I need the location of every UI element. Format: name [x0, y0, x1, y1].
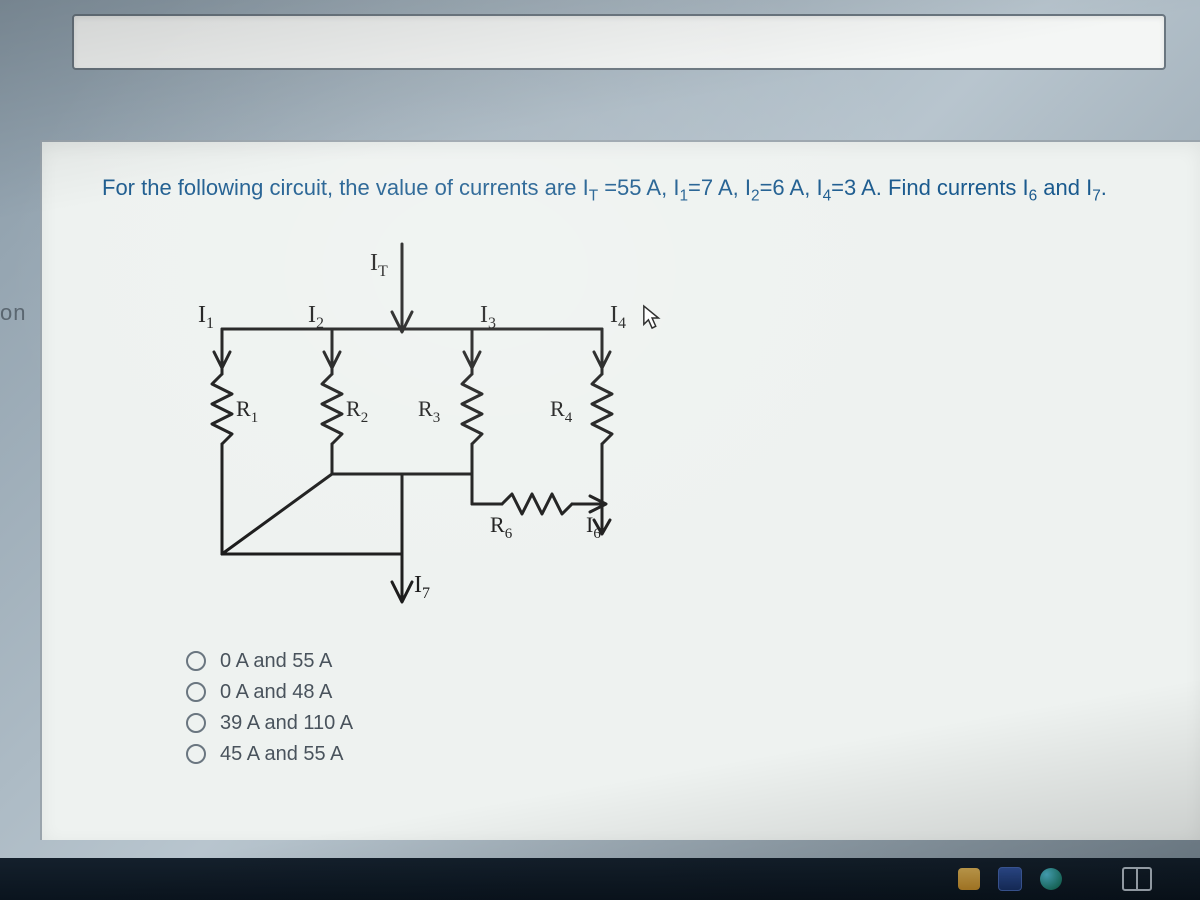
label-R2: R2	[346, 396, 368, 426]
task-view-icon[interactable]	[1122, 867, 1152, 891]
radio-icon[interactable]	[186, 682, 206, 702]
label-R3: R3	[418, 396, 440, 426]
radio-icon[interactable]	[186, 651, 206, 671]
label-I3: I3	[480, 302, 496, 332]
circuit-diagram: IT I1 I2 I3 I4 R1 R2 R3 R4 R6 I6 I7	[142, 234, 662, 614]
microsoft-store-icon[interactable]	[998, 867, 1022, 891]
edge-browser-icon[interactable]	[1040, 868, 1062, 890]
question-text: For the following circuit, the value of …	[102, 172, 1160, 208]
left-panel-partial-text: on	[0, 300, 36, 326]
label-I6: I6	[586, 512, 601, 542]
answer-option[interactable]: 45 A and 55 A	[186, 743, 1160, 766]
label-I7: I7	[414, 572, 430, 602]
answer-label: 39 A and 110 A	[220, 712, 353, 735]
file-explorer-icon[interactable]	[958, 868, 980, 890]
quiz-content-panel: For the following circuit, the value of …	[40, 140, 1200, 840]
label-R4: R4	[550, 396, 573, 426]
answer-option[interactable]: 0 A and 55 A	[186, 650, 1160, 673]
answer-option[interactable]: 0 A and 48 A	[186, 681, 1160, 704]
label-I2: I2	[308, 302, 324, 332]
label-R1: R1	[236, 396, 258, 426]
label-R6: R6	[490, 512, 513, 542]
answer-list: 0 A and 55 A 0 A and 48 A 39 A and 110 A…	[186, 650, 1160, 766]
label-IT: IT	[370, 250, 388, 280]
label-I4: I4	[610, 302, 626, 332]
answer-label: 0 A and 48 A	[220, 681, 332, 704]
answer-option[interactable]: 39 A and 110 A	[186, 712, 1160, 735]
answer-label: 45 A and 55 A	[220, 743, 343, 766]
label-I1: I1	[198, 302, 214, 332]
question-prefix: For the following circuit, the value of …	[102, 175, 583, 200]
radio-icon[interactable]	[186, 713, 206, 733]
question-givens: IT =55 A, I1=7 A, I2=6 A, I4=3 A. Find c…	[583, 175, 1107, 200]
windows-taskbar[interactable]	[0, 858, 1200, 900]
radio-icon[interactable]	[186, 744, 206, 764]
browser-url-bar[interactable]	[72, 14, 1166, 70]
cursor-icon	[642, 304, 664, 332]
answer-label: 0 A and 55 A	[220, 650, 332, 673]
